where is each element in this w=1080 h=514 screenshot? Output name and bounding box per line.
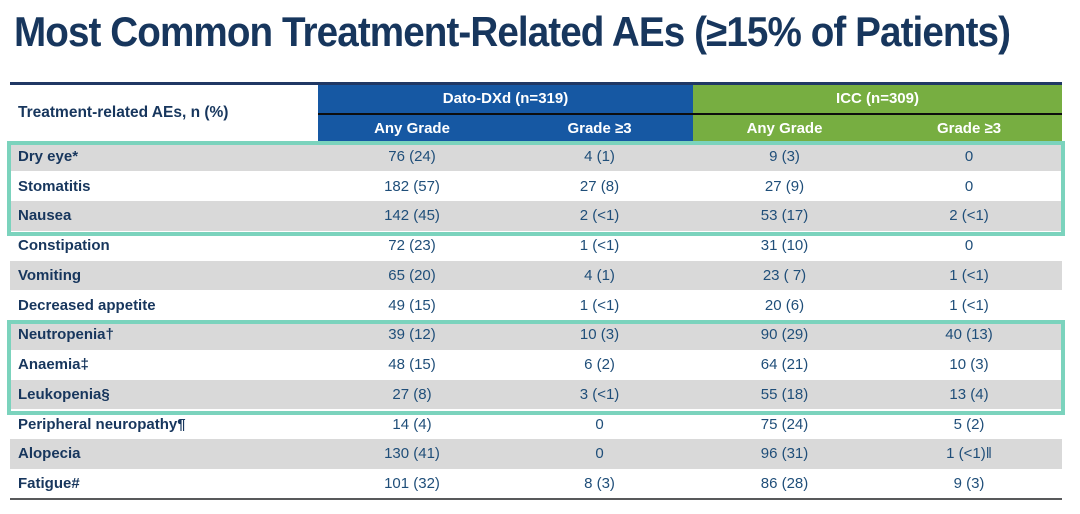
ae-table: Treatment-related AEs, n (%) Dato-DXd (n… bbox=[7, 82, 1065, 500]
cell-value: 0 bbox=[876, 171, 1063, 201]
subheader-dato-grade3: Grade ≥3 bbox=[506, 113, 693, 142]
cell-value: 5 (2) bbox=[876, 409, 1063, 439]
table-row: Dry eye* 76 (24) 4 (1) 9 (3) 0 bbox=[10, 141, 1063, 172]
cell-value: 75 (24) bbox=[693, 409, 876, 439]
subheader-dato-any-grade: Any Grade bbox=[318, 113, 506, 142]
table-body: Dry eye* 76 (24) 4 (1) 9 (3) 0 Stomatitis 182 … bbox=[10, 141, 1063, 500]
row-label: Alopecia bbox=[10, 439, 318, 469]
cell-value: 1 (<1) bbox=[876, 260, 1063, 291]
cell-value: 0 bbox=[876, 141, 1063, 172]
cell-value: 13 (4) bbox=[876, 379, 1063, 410]
cell-value: 20 (6) bbox=[693, 290, 876, 320]
ae-data-table: Treatment-related AEs, n (%) Dato-DXd (n… bbox=[10, 82, 1063, 500]
row-label: Leukopenia§ bbox=[10, 379, 318, 410]
cell-value: 6 (2) bbox=[506, 349, 693, 380]
table-header: Treatment-related AEs, n (%) Dato-DXd (n… bbox=[10, 83, 1063, 142]
cell-value: 55 (18) bbox=[693, 379, 876, 410]
row-label: Nausea bbox=[10, 201, 318, 231]
cell-value: 90 (29) bbox=[693, 320, 876, 350]
table-row: Fatigue# 101 (32) 8 (3) 86 (28) 9 (3) bbox=[10, 468, 1063, 500]
row-label: Constipation bbox=[10, 230, 318, 261]
cell-value: 23 ( 7) bbox=[693, 260, 876, 291]
cell-value: 27 (8) bbox=[506, 171, 693, 201]
cell-value: 1 (<1) bbox=[876, 290, 1063, 320]
row-label: Neutropenia† bbox=[10, 320, 318, 350]
cell-value: 65 (20) bbox=[318, 260, 506, 291]
table-row: Decreased appetite 49 (15) 1 (<1) 20 (6) 1 (… bbox=[10, 290, 1063, 320]
cell-value: 4 (1) bbox=[506, 260, 693, 291]
row-label: Decreased appetite bbox=[10, 290, 318, 320]
row-label: Vomiting bbox=[10, 260, 318, 291]
cell-value: 8 (3) bbox=[506, 468, 693, 500]
cell-value: 1 (<1) bbox=[506, 230, 693, 261]
cell-value: 4 (1) bbox=[506, 141, 693, 172]
cell-value: 1 (<1) bbox=[506, 290, 693, 320]
cell-value: 0 bbox=[506, 409, 693, 439]
cell-value: 64 (21) bbox=[693, 349, 876, 380]
cell-value: 76 (24) bbox=[318, 141, 506, 172]
table-row: Anaemia‡ 48 (15) 6 (2) 64 (21) 10 (3) bbox=[10, 349, 1063, 380]
cell-value: 10 (3) bbox=[876, 349, 1063, 380]
table-row: Vomiting 65 (20) 4 (1) 23 ( 7) 1 (<1) bbox=[10, 260, 1063, 291]
cell-value: 96 (31) bbox=[693, 439, 876, 469]
table-row: Peripheral neuropathy¶ 14 (4) 0 75 (24) 5 (2… bbox=[10, 409, 1063, 439]
column-group-dato-dxd: Dato-DXd (n=319) bbox=[318, 83, 693, 115]
cell-value: 48 (15) bbox=[318, 349, 506, 380]
cell-value: 2 (<1) bbox=[876, 201, 1063, 231]
cell-value: 0 bbox=[876, 230, 1063, 261]
table-row: Constipation 72 (23) 1 (<1) 31 (10) 0 bbox=[10, 230, 1063, 261]
cell-value: 1 (<1)‖ bbox=[876, 439, 1063, 469]
table-row: Neutropenia† 39 (12) 10 (3) 90 (29) 40 (13) bbox=[10, 320, 1063, 350]
subheader-icc-grade3: Grade ≥3 bbox=[876, 113, 1063, 142]
cell-value: 31 (10) bbox=[693, 230, 876, 261]
table-row: Nausea 142 (45) 2 (<1) 53 (17) 2 (<1) bbox=[10, 201, 1063, 231]
cell-value: 182 (57) bbox=[318, 171, 506, 201]
cell-value: 101 (32) bbox=[318, 468, 506, 500]
table-row: Stomatitis 182 (57) 27 (8) 27 (9) 0 bbox=[10, 171, 1063, 201]
cell-value: 39 (12) bbox=[318, 320, 506, 350]
row-label: Stomatitis bbox=[10, 171, 318, 201]
cell-value: 3 (<1) bbox=[506, 379, 693, 410]
cell-value: 53 (17) bbox=[693, 201, 876, 231]
cell-value: 2 (<1) bbox=[506, 201, 693, 231]
page-title: Most Common Treatment-Related AEs (≥15% … bbox=[14, 8, 1011, 55]
cell-value: 49 (15) bbox=[318, 290, 506, 320]
cell-value: 142 (45) bbox=[318, 201, 506, 231]
cell-value: 40 (13) bbox=[876, 320, 1063, 350]
corner-header: Treatment-related AEs, n (%) bbox=[10, 83, 318, 142]
row-label: Fatigue# bbox=[10, 468, 318, 500]
subheader-icc-any-grade: Any Grade bbox=[693, 113, 876, 142]
cell-value: 14 (4) bbox=[318, 409, 506, 439]
cell-value: 0 bbox=[506, 439, 693, 469]
cell-value: 9 (3) bbox=[876, 468, 1063, 500]
table-row: Leukopenia§ 27 (8) 3 (<1) 55 (18) 13 (4) bbox=[10, 379, 1063, 410]
cell-value: 27 (9) bbox=[693, 171, 876, 201]
row-label: Anaemia‡ bbox=[10, 349, 318, 380]
row-label: Peripheral neuropathy¶ bbox=[10, 409, 318, 439]
cell-value: 10 (3) bbox=[506, 320, 693, 350]
cell-value: 86 (28) bbox=[693, 468, 876, 500]
row-label: Dry eye* bbox=[10, 141, 318, 172]
cell-value: 130 (41) bbox=[318, 439, 506, 469]
cell-value: 27 (8) bbox=[318, 379, 506, 410]
table-row: Alopecia 130 (41) 0 96 (31) 1 (<1)‖ bbox=[10, 439, 1063, 469]
cell-value: 72 (23) bbox=[318, 230, 506, 261]
cell-value: 9 (3) bbox=[693, 141, 876, 172]
column-group-icc: ICC (n=309) bbox=[693, 83, 1063, 115]
